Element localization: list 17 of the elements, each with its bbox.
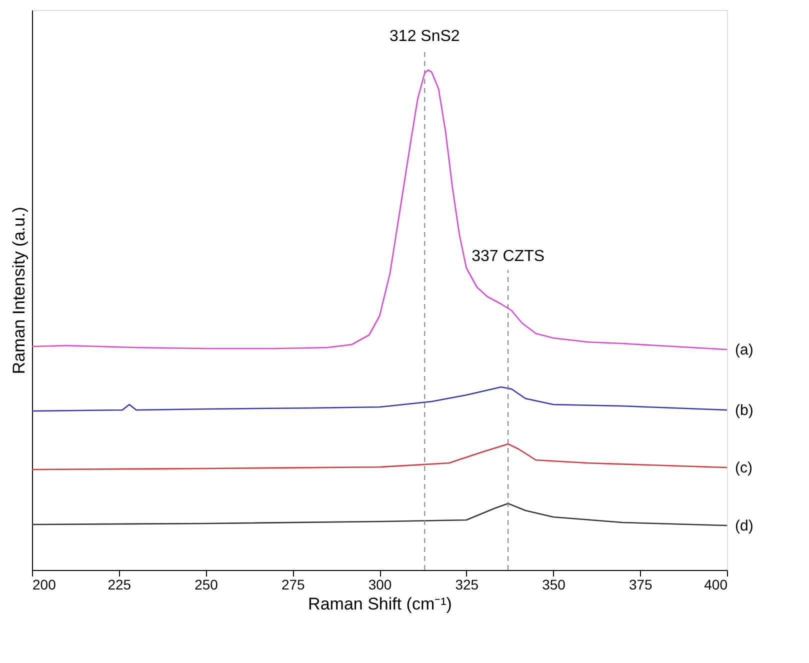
y-axis-title: Raman Intensity (a.u.) (10, 206, 28, 374)
x-tick-label: 325 (455, 576, 479, 592)
x-tick-label: 375 (628, 576, 653, 592)
x-axis-title: Raman Shift (cm⁻¹) (308, 594, 452, 614)
x-tick-label: 275 (281, 576, 306, 592)
ref-line-label: 312 SnS2 (390, 28, 460, 45)
ref-line-label: 337 CZTS (472, 248, 545, 265)
x-tick-label: 225 (108, 576, 132, 592)
x-tick-label: 200 (32, 576, 56, 592)
series-label: (b) (735, 402, 754, 419)
x-tick-label: 250 (194, 576, 218, 592)
x-tick-label: 300 (368, 576, 392, 592)
series-label: (c) (735, 460, 752, 476)
x-tick-label: 400 (704, 576, 728, 592)
series-label: (d) (735, 518, 754, 534)
x-tick-label: 350 (542, 576, 566, 592)
series-label: (a) (735, 342, 754, 358)
